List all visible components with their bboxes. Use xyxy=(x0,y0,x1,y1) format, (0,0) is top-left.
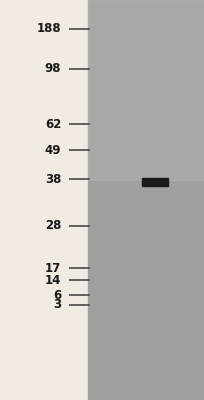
Text: 6: 6 xyxy=(53,289,61,302)
Text: 98: 98 xyxy=(45,62,61,75)
Text: 17: 17 xyxy=(45,262,61,274)
Bar xyxy=(142,178,168,186)
Text: 28: 28 xyxy=(45,220,61,232)
Text: 188: 188 xyxy=(37,22,61,35)
Bar xyxy=(88,0,204,400)
Text: 38: 38 xyxy=(45,173,61,186)
Text: 3: 3 xyxy=(53,298,61,311)
Text: 14: 14 xyxy=(45,274,61,286)
Bar xyxy=(88,0,204,180)
Text: 62: 62 xyxy=(45,118,61,130)
Text: 49: 49 xyxy=(45,144,61,156)
Bar xyxy=(0,0,88,400)
